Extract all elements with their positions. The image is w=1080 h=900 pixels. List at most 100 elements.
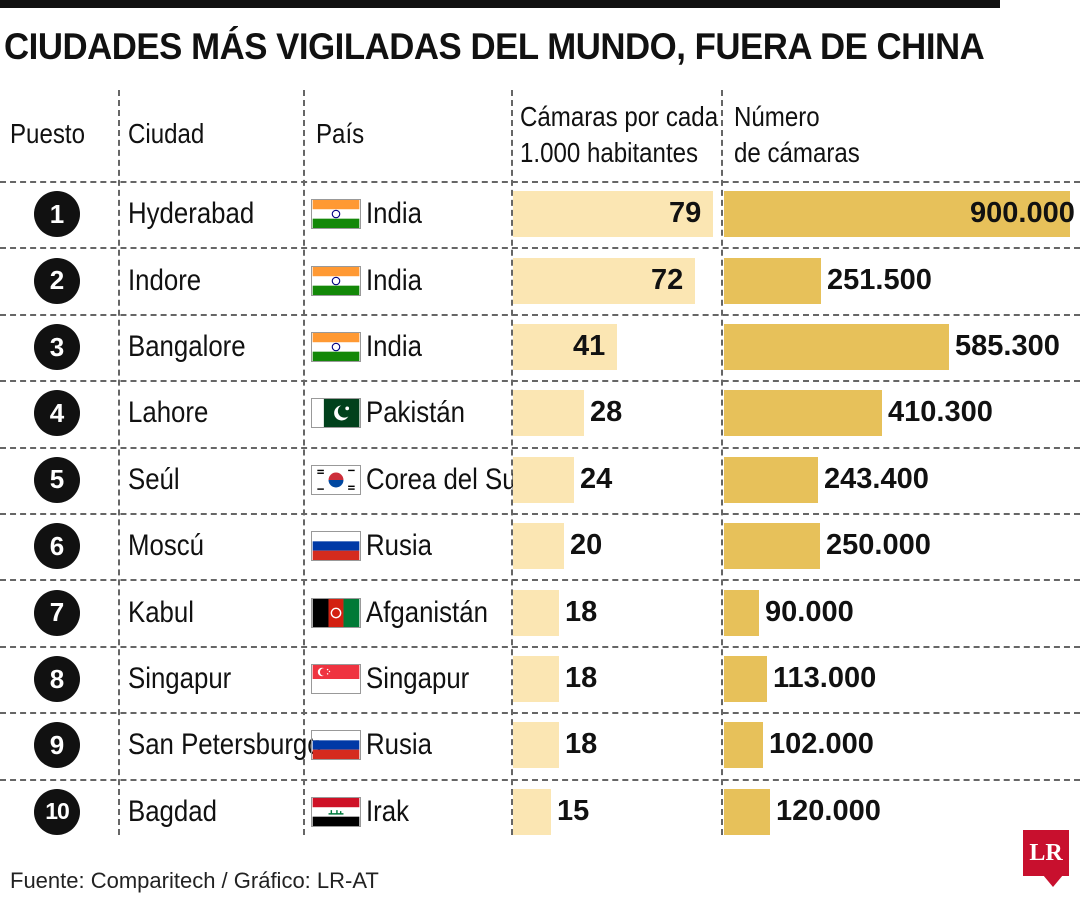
city-name: Indore <box>128 263 202 297</box>
header-divider <box>0 181 1080 183</box>
cameras-bar <box>724 390 882 437</box>
cameras-value: 585.300 <box>955 330 1060 362</box>
afghanistan-flag-icon <box>311 597 361 628</box>
row-divider <box>0 513 1080 515</box>
cameras-bar <box>724 589 759 636</box>
rank-badge: 2 <box>34 257 80 304</box>
cameras-value: 250.000 <box>826 529 931 562</box>
header-per1000-line1: Cámaras por cada <box>520 101 719 132</box>
header-rank: Puesto <box>10 118 85 149</box>
cameras-bar <box>724 257 821 304</box>
country-name: Singapur <box>366 662 470 695</box>
cameras-value: 120.000 <box>776 794 881 827</box>
iraq-flag-icon <box>311 796 361 827</box>
cameras-value: 113.000 <box>773 662 877 694</box>
per1000-bar <box>513 656 559 702</box>
city-name: Hyderabad <box>128 197 255 231</box>
column-divider <box>303 90 305 835</box>
cameras-bar <box>724 456 818 503</box>
russia-flag-icon <box>311 531 361 562</box>
cameras-value: 900.000 <box>970 197 1075 230</box>
chart-title: CIUDADES MÁS VIGILADAS DEL MUNDO, FUERA … <box>4 26 985 67</box>
per1000-value: 18 <box>565 595 598 628</box>
source-note: Fuente: Comparitech / Gráfico: LR-AT <box>10 868 379 893</box>
per1000-bar <box>513 257 695 304</box>
rank-badge: 7 <box>34 589 80 636</box>
per1000-bar <box>513 523 564 570</box>
city-name: Kabul <box>128 595 194 629</box>
row-divider <box>0 645 1080 648</box>
cameras-bar <box>724 324 949 370</box>
row-divider <box>0 579 1080 582</box>
singapore-flag-icon <box>311 664 361 694</box>
city-name: Bangalore <box>128 330 246 363</box>
rank-badge: 5 <box>34 456 80 503</box>
country-name: Rusia <box>366 529 432 563</box>
header-cameras: Número de cámaras <box>734 99 860 171</box>
cameras-bar <box>724 191 1070 238</box>
column-divider <box>511 90 513 835</box>
per1000-bar <box>513 788 551 835</box>
country-name: Rusia <box>366 728 432 762</box>
per1000-value: 18 <box>565 662 598 694</box>
header-country: País <box>316 118 365 149</box>
row-divider <box>0 380 1080 383</box>
per1000-bar <box>513 589 559 636</box>
per1000-value: 20 <box>570 529 603 562</box>
city-name: San Petersburgo <box>128 728 322 762</box>
cameras-value: 243.400 <box>824 462 929 495</box>
row-divider <box>0 313 1080 316</box>
per1000-bar <box>513 191 713 238</box>
country-name: India <box>366 330 422 363</box>
per1000-value: 18 <box>565 728 598 761</box>
row-divider <box>0 446 1080 449</box>
row-divider <box>0 247 1080 250</box>
cameras-value: 102.000 <box>769 728 874 761</box>
header-per1000-line2: 1.000 habitantes <box>520 137 699 168</box>
rank-badge: 8 <box>34 656 80 702</box>
south-korea-flag-icon <box>311 464 361 495</box>
per1000-bar <box>513 456 574 503</box>
india-flag-icon <box>311 199 361 230</box>
header-cameras-line1: Número <box>734 101 820 132</box>
per1000-bar <box>513 390 584 437</box>
city-name: Lahore <box>128 396 209 430</box>
row-divider <box>0 778 1080 781</box>
lr-logo-tail <box>1043 875 1063 887</box>
top-rule <box>0 0 1000 8</box>
cameras-value: 251.500 <box>827 263 932 296</box>
india-flag-icon <box>311 265 361 296</box>
russia-flag-icon <box>311 730 361 761</box>
per1000-value: 28 <box>590 396 623 429</box>
cameras-bar <box>724 788 770 835</box>
country-name: India <box>366 263 422 297</box>
per1000-value: 15 <box>557 794 590 827</box>
header-per1000: Cámaras por cada 1.000 habitantes <box>520 99 718 171</box>
city-name: Seúl <box>128 462 180 496</box>
rank-badge: 9 <box>34 722 80 769</box>
per1000-bar <box>513 722 559 769</box>
cameras-bar <box>724 722 763 769</box>
cameras-bar <box>724 523 820 570</box>
per1000-value: 24 <box>580 462 613 495</box>
cameras-bar <box>724 656 767 702</box>
per1000-value: 79 <box>669 197 702 230</box>
per1000-value: 41 <box>573 330 606 362</box>
country-name: India <box>366 197 422 231</box>
rank-badge: 10 <box>34 788 80 835</box>
pakistan-flag-icon <box>311 398 361 429</box>
lr-logo: LR <box>1023 830 1069 876</box>
city-name: Moscú <box>128 529 204 563</box>
country-name: Corea del Sur <box>366 462 526 496</box>
header-city: Ciudad <box>128 118 205 149</box>
country-name: Afganistán <box>366 595 488 629</box>
cameras-value: 410.300 <box>888 396 993 429</box>
per1000-bar <box>513 324 617 370</box>
country-name: Pakistán <box>366 396 465 430</box>
cameras-value: 90.000 <box>765 595 854 628</box>
rank-badge: 3 <box>34 324 80 370</box>
per1000-value: 72 <box>651 263 684 296</box>
header-cameras-line2: de cámaras <box>734 137 860 168</box>
column-divider <box>721 90 723 835</box>
rank-badge: 1 <box>34 191 80 238</box>
